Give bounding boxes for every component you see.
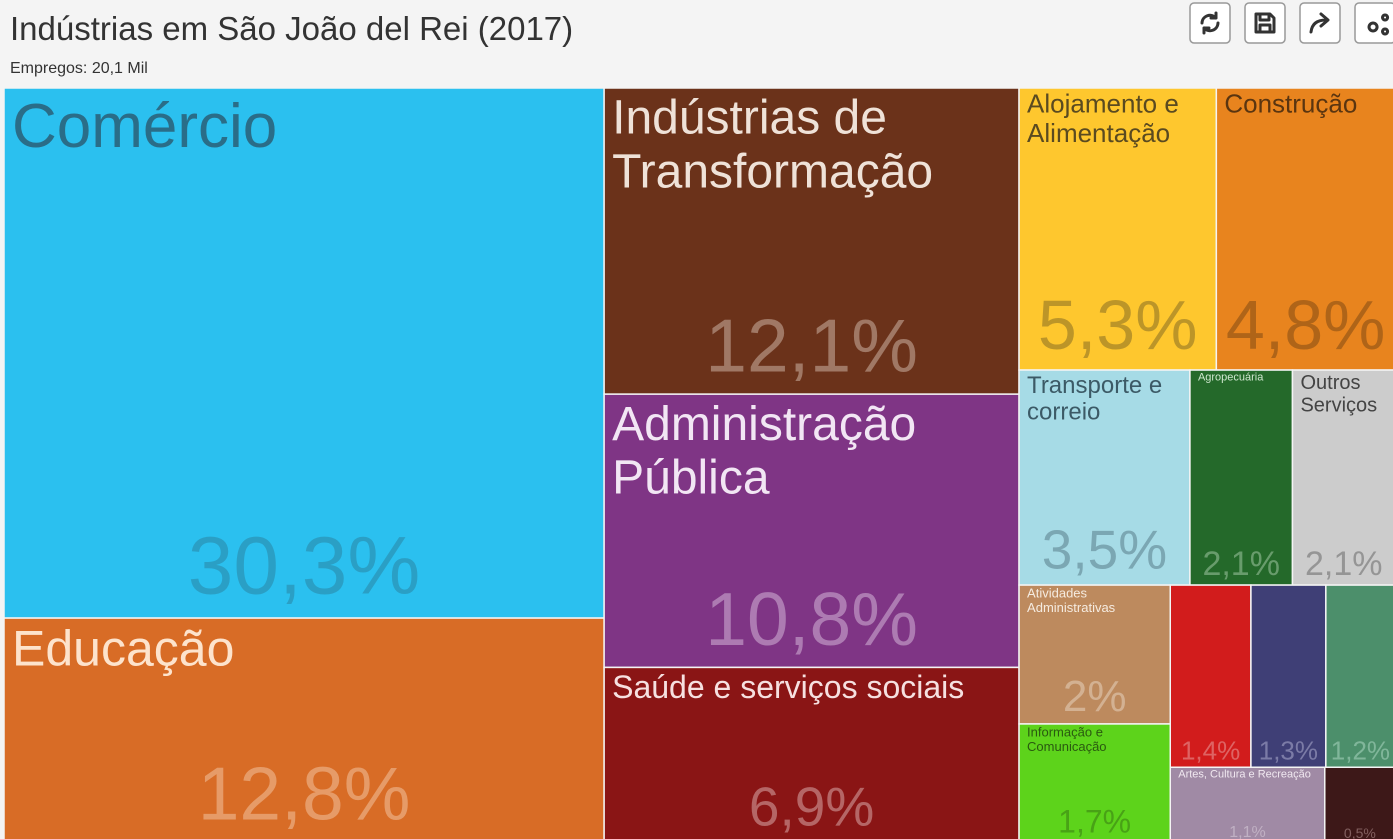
tile-label-line: Outros: [1300, 372, 1366, 394]
treemap: Comércio 30,3% Educação 12,8% Indústrias de …: [3, 87, 1393, 839]
value-label: 5,3%: [1038, 286, 1198, 364]
settings-button[interactable]: [1354, 2, 1393, 44]
tile-label-line: Pública: [612, 452, 770, 505]
tile-label: Construção: [1224, 89, 1357, 119]
tile-label-line: Artes, Cultura e Recreação: [1178, 769, 1311, 781]
value-label: 1,3%: [1259, 735, 1318, 765]
tile-label-line: Administrativas: [1027, 600, 1116, 615]
tile: [1169, 584, 1252, 769]
value-label: 1,2%: [1331, 735, 1390, 765]
tile-label: Atividades Administrativas: [1027, 585, 1116, 615]
tile-label-line: Serviços: [1300, 394, 1377, 416]
tile-label-line: Educação: [12, 621, 234, 677]
refresh-button[interactable]: [1189, 2, 1231, 44]
value-label: 2%: [1063, 672, 1127, 721]
value-label: 3,5%: [1042, 519, 1167, 581]
tile-label: Comércio: [12, 92, 277, 161]
tile: [603, 87, 1020, 395]
tile-label-line: Transporte e: [1027, 372, 1169, 399]
tile-label: Outros Serviços: [1300, 372, 1377, 416]
value-label: 1,1%: [1229, 824, 1265, 839]
tile-label: Informação e Comunicação: [1027, 724, 1107, 754]
value-label: 1,4%: [1181, 735, 1240, 765]
tile: [1215, 87, 1393, 371]
tile-label-line: Comunicação: [1027, 739, 1107, 754]
chart-subtitle: Empregos: 20,1 Mil: [10, 60, 148, 77]
value-label: 6,9%: [749, 776, 874, 838]
share-button[interactable]: [1299, 2, 1341, 44]
tile-label-line: Alimentação: [1027, 118, 1170, 148]
tile: [603, 666, 1020, 839]
value-label: 10,8%: [705, 577, 918, 661]
tile: [3, 87, 605, 619]
tile: [1189, 369, 1294, 586]
tile-label-line: Construção: [1224, 89, 1357, 119]
tile-label-line: Informação e: [1027, 724, 1107, 739]
tile-label: Alojamento e Alimentação: [1027, 89, 1186, 148]
tile-label: Indústrias de Transformação: [612, 92, 933, 199]
value-label: 12,8%: [198, 752, 411, 836]
tile-label-line: Transformação: [612, 145, 933, 198]
tile: [1018, 369, 1191, 586]
value-label: 2,1%: [1305, 545, 1383, 583]
save-button[interactable]: [1244, 2, 1286, 44]
tile: [1324, 766, 1393, 839]
tile-label-line: Agropecuária: [1198, 372, 1264, 384]
tile-label: Transporte e correio: [1027, 372, 1169, 426]
chart-title: Indústrias em São João del Rei (2017): [10, 10, 573, 47]
tile: [1018, 723, 1171, 839]
tile-label-line: Indústrias de: [612, 92, 900, 145]
value-label: 2,1%: [1202, 545, 1280, 583]
value-label: 1,7%: [1058, 803, 1131, 839]
value-label: 4,8%: [1226, 286, 1386, 364]
tile-label-line: Comércio: [12, 92, 277, 161]
tile: [1018, 584, 1171, 725]
tile-label: Educação: [12, 621, 234, 677]
tile-label-line: correio: [1027, 399, 1100, 426]
tile-label: Agropecuária: [1198, 372, 1264, 384]
tile: [1325, 584, 1393, 769]
value-label: 12,1%: [705, 304, 918, 388]
tile: [1291, 369, 1393, 586]
tile-label: Artes, Cultura e Recreação: [1178, 769, 1311, 781]
tile-label-line: Atividades: [1027, 585, 1091, 600]
value-label: 30,3%: [188, 520, 421, 611]
tile-label-line: Saúde e serviços sociais: [612, 669, 964, 705]
tile: [1018, 87, 1218, 371]
tile-label: Administração Pública: [612, 398, 929, 505]
tile-label-line: Administração: [612, 398, 929, 451]
tile-label-line: Alojamento e: [1027, 89, 1186, 119]
tile: [3, 617, 605, 839]
value-label: 0,5%: [1344, 825, 1376, 839]
tile: [1250, 584, 1327, 769]
tile-label: Saúde e serviços sociais: [612, 669, 964, 705]
